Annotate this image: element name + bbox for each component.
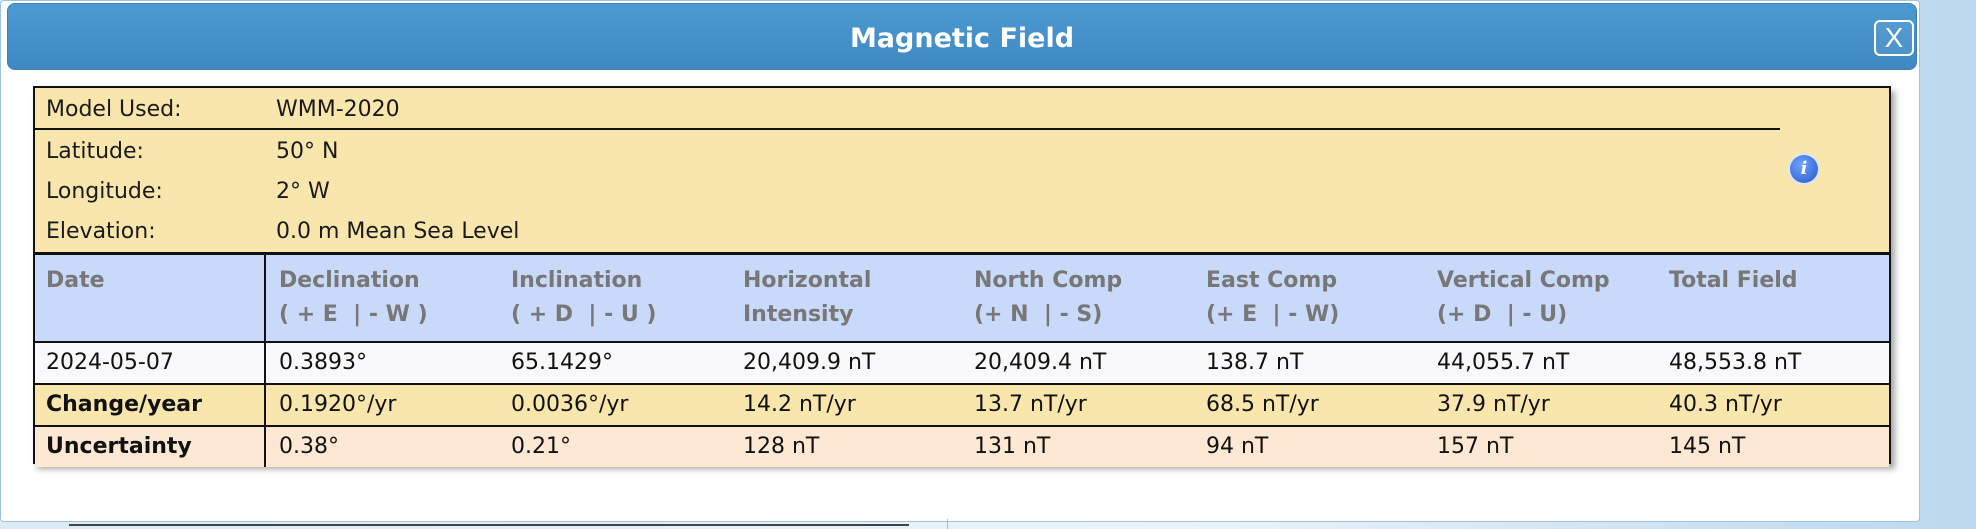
header-declination: Declination ( + E | - W ) <box>279 264 428 334</box>
cell-vertical-comp: 44,055.7 nT <box>1437 350 1570 375</box>
cell-vertical-change: 37.9 nT/yr <box>1437 392 1550 417</box>
cell-horizontal-uncertainty: 128 nT <box>743 434 820 459</box>
cell-horizontal-change: 14.2 nT/yr <box>743 392 856 417</box>
cell-total-change: 40.3 nT/yr <box>1669 392 1782 417</box>
cell-east-change: 68.5 nT/yr <box>1206 392 1319 417</box>
header-north-sign: (+ N | - S) <box>974 302 1103 327</box>
cell-total-field: 48,553.8 nT <box>1669 350 1802 375</box>
longitude-label: Longitude: <box>46 179 163 204</box>
header-horizontal-label: Horizontal <box>743 268 872 293</box>
elevation-value: 0.0 m Mean Sea Level <box>276 219 520 244</box>
cell-date: 2024-05-07 <box>35 343 266 383</box>
dialog-title: Magnetic Field <box>849 23 1075 54</box>
model-divider <box>35 128 1780 130</box>
latitude-value: 50° N <box>276 139 339 164</box>
cell-north-comp: 20,409.4 nT <box>974 350 1107 375</box>
dialog-titlebar[interactable]: Magnetic Field X <box>7 3 1917 70</box>
cell-east-comp: 138.7 nT <box>1206 350 1304 375</box>
info-icon[interactable]: i <box>1790 155 1818 183</box>
underlying-page-divider <box>947 519 948 529</box>
header-east-comp: East Comp (+ E | - W) <box>1206 264 1339 334</box>
header-intensity-label: Intensity <box>743 302 854 327</box>
model-value: WMM-2020 <box>276 97 400 122</box>
header-declination-sign: ( + E | - W ) <box>279 302 428 327</box>
header-vertical-sign: (+ D | - U) <box>1437 302 1568 327</box>
cell-north-uncertainty: 131 nT <box>974 434 1051 459</box>
header-vertical-comp: Vertical Comp (+ D | - U) <box>1437 264 1610 334</box>
cell-inclination-change: 0.0036°/yr <box>511 392 629 417</box>
cell-declination-uncertainty: 0.38° <box>279 434 339 459</box>
cell-total-uncertainty: 145 nT <box>1669 434 1746 459</box>
cell-inclination: 65.1429° <box>511 350 613 375</box>
header-east-sign: (+ E | - W) <box>1206 302 1340 327</box>
model-label: Model Used: <box>46 97 182 122</box>
results-panel: Model Used: WMM-2020 Latitude: 50° N Lon… <box>33 86 1891 467</box>
elevation-row: Elevation: 0.0 m Mean Sea Level <box>35 212 1889 252</box>
header-total-label: Total Field <box>1669 268 1798 293</box>
close-icon: X <box>1884 22 1904 53</box>
header-north-label: North Comp <box>974 268 1123 293</box>
cell-inclination-uncertainty: 0.21° <box>511 434 571 459</box>
table-row-uncertainty: Uncertainty 0.38° 0.21° 128 nT 131 nT 94… <box>35 427 1889 467</box>
header-date: Date <box>35 255 266 341</box>
header-horizontal-intensity: Horizontal Intensity <box>743 264 871 334</box>
header-total-field: Total Field <box>1669 264 1798 334</box>
header-east-label: East Comp <box>1206 268 1338 293</box>
model-info-section: Model Used: WMM-2020 Latitude: 50° N Lon… <box>35 88 1889 255</box>
header-inclination-sign: ( + D | - U ) <box>511 302 657 327</box>
header-date-label: Date <box>46 268 105 293</box>
latitude-row: Latitude: 50° N <box>35 132 1889 172</box>
latitude-label: Latitude: <box>46 139 144 164</box>
table-row-change-per-year: Change/year 0.1920°/yr 0.0036°/yr 14.2 n… <box>35 385 1889 427</box>
table-header-row: Date Declination ( + E | - W ) Inclinati… <box>35 255 1889 343</box>
longitude-row: Longitude: 2° W <box>35 172 1889 212</box>
close-button[interactable]: X <box>1874 20 1914 56</box>
model-row: Model Used: WMM-2020 <box>35 90 1889 130</box>
cell-change-label: Change/year <box>35 385 266 425</box>
cell-vertical-uncertainty: 157 nT <box>1437 434 1514 459</box>
cell-east-uncertainty: 94 nT <box>1206 434 1269 459</box>
cell-horizontal-intensity: 20,409.9 nT <box>743 350 876 375</box>
header-vertical-label: Vertical Comp <box>1437 268 1610 293</box>
magnetic-field-dialog: Magnetic Field X Model Used: WMM-2020 La… <box>0 0 1920 529</box>
underlying-page-rule <box>69 524 909 526</box>
cell-declination-change: 0.1920°/yr <box>279 392 397 417</box>
header-north-comp: North Comp (+ N | - S) <box>974 264 1122 334</box>
table-row-date: 2024-05-07 0.3893° 65.1429° 20,409.9 nT … <box>35 343 1889 385</box>
header-declination-label: Declination <box>279 268 420 293</box>
cell-north-change: 13.7 nT/yr <box>974 392 1087 417</box>
cell-declination: 0.3893° <box>279 350 367 375</box>
elevation-label: Elevation: <box>46 219 156 244</box>
header-inclination: Inclination ( + D | - U ) <box>511 264 656 334</box>
longitude-value: 2° W <box>276 179 330 204</box>
header-inclination-label: Inclination <box>511 268 643 293</box>
cell-uncertainty-label: Uncertainty <box>35 427 266 467</box>
